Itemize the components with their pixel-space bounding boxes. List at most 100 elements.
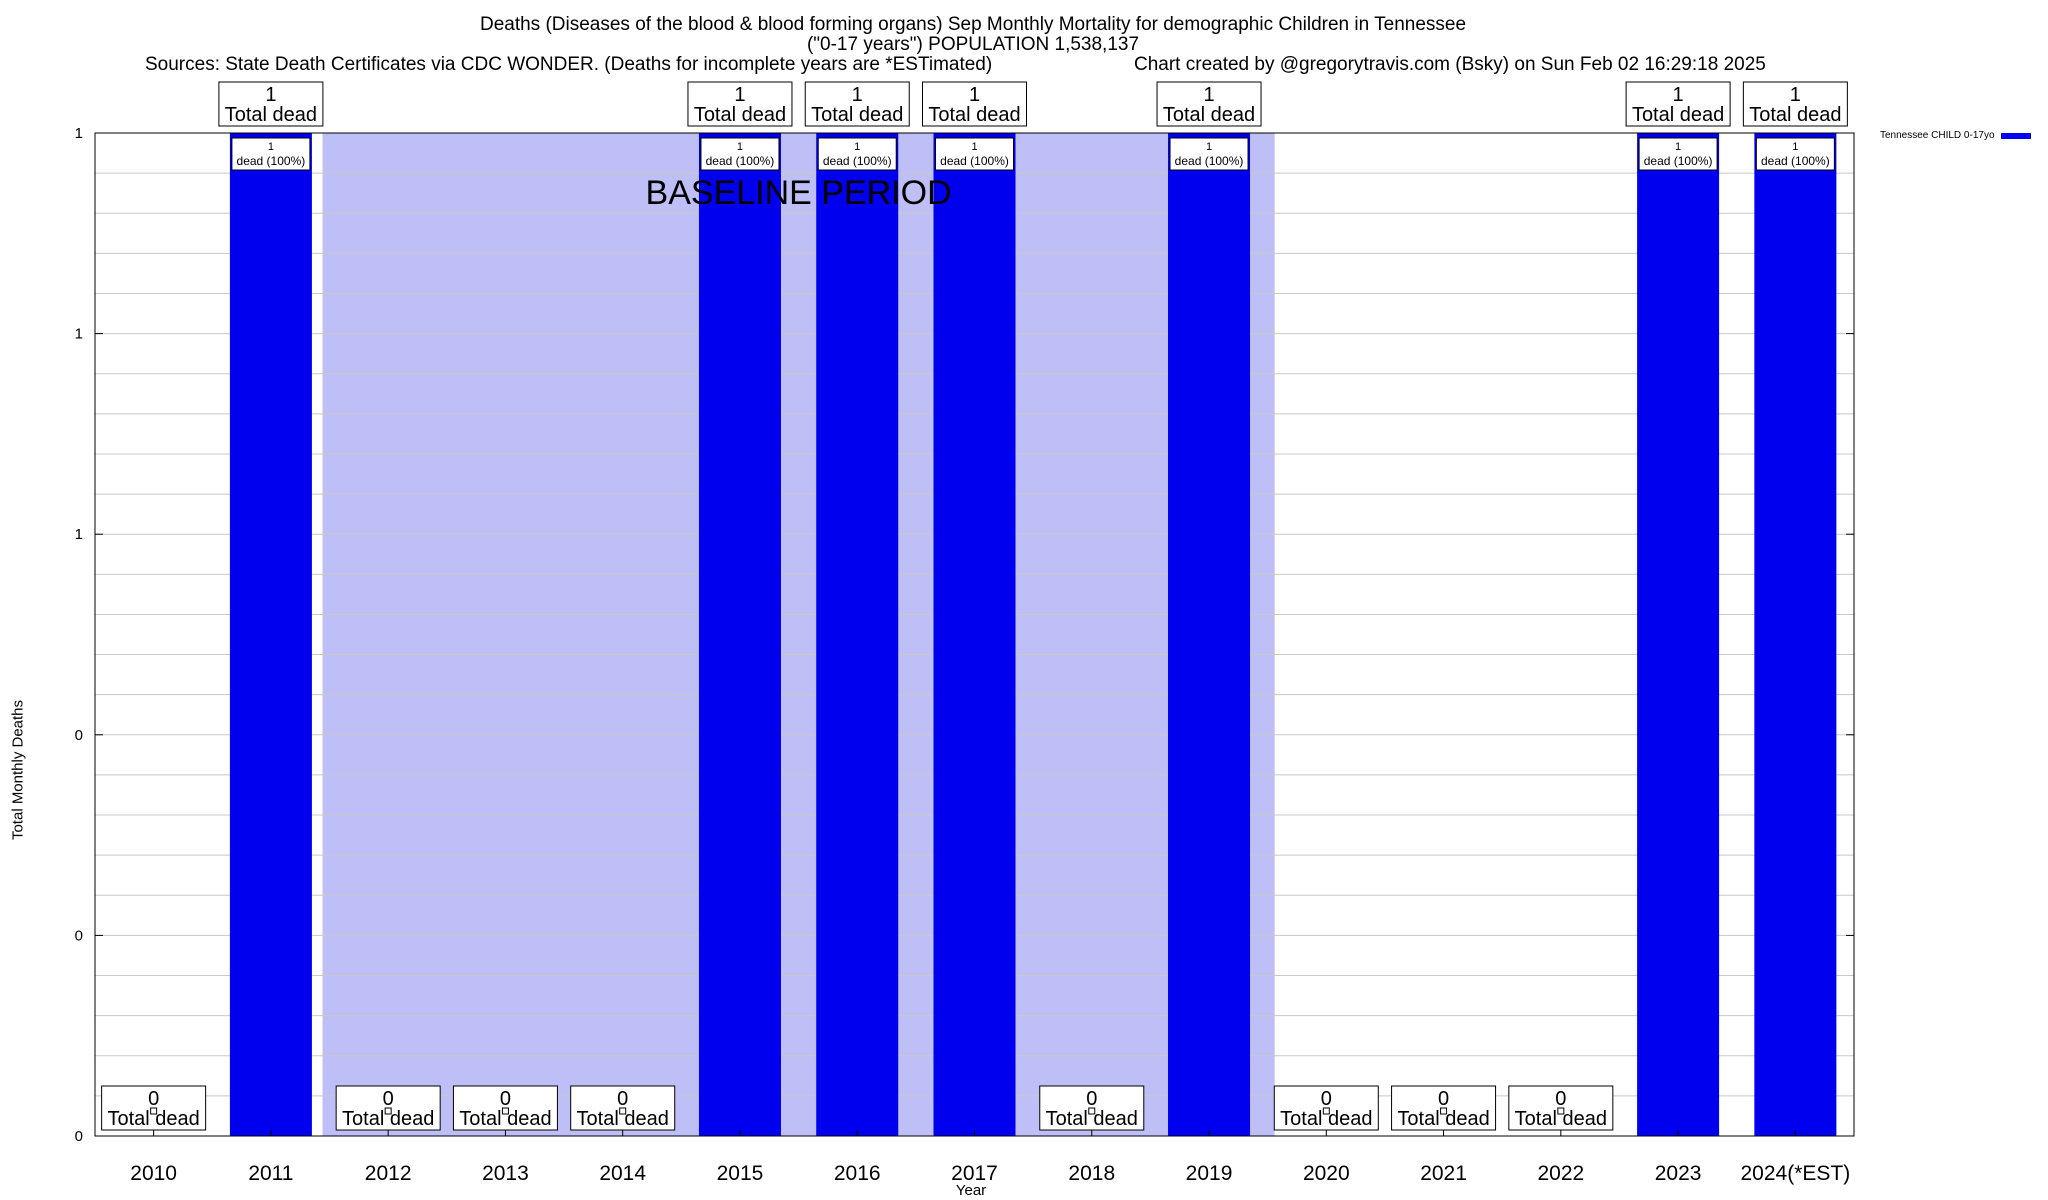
- y-tick-label: 0: [75, 927, 83, 944]
- bar-inner-label-box: [1169, 137, 1249, 171]
- zero-marker: [1088, 1107, 1096, 1115]
- data-label-text: Total dead: [577, 1108, 669, 1130]
- bar-inner-label-box: [1638, 137, 1718, 171]
- bar-inner-label-count: 1: [971, 141, 977, 153]
- data-label-count: 1: [1790, 84, 1801, 106]
- x-tick-label: 2021: [1420, 1162, 1467, 1185]
- x-tick-label: 2012: [365, 1162, 412, 1185]
- data-label-count: 0: [1086, 1088, 1097, 1110]
- data-label-text: Total dead: [694, 104, 786, 126]
- data-label-text: Total dead: [342, 1108, 434, 1130]
- data-label-text: Total dead: [1632, 104, 1724, 126]
- x-tick-label: 2011: [248, 1162, 293, 1185]
- data-label-text: Total dead: [1046, 1108, 1138, 1130]
- bar-inner-label-text: dead (100%): [1761, 154, 1830, 168]
- bar: [698, 133, 781, 1136]
- chart-credit: Chart created by @gregorytravis.com (Bsk…: [1134, 54, 1766, 75]
- bar-inner-label-box: [700, 137, 780, 171]
- data-label-count: 0: [1321, 1088, 1332, 1110]
- zero-marker: [501, 1107, 509, 1115]
- bar-inner-label-text: dead (100%): [1644, 154, 1713, 168]
- data-label-text: Total dead: [1280, 1108, 1372, 1130]
- bar-inner-label-count: 1: [1675, 141, 1681, 153]
- data-label-text: Total dead: [1397, 1108, 1489, 1130]
- bar-inner-label-count: 1: [268, 141, 274, 153]
- x-tick-label: 2018: [1068, 1162, 1115, 1185]
- data-label-box: [804, 81, 910, 127]
- x-tick-label: 2019: [1186, 1162, 1233, 1185]
- y-axis-label: Total Monthly Deaths: [9, 699, 27, 841]
- bar-inner-label-count: 1: [854, 141, 860, 153]
- x-tick-label: 2016: [834, 1162, 881, 1185]
- data-label-text: Total dead: [1749, 104, 1841, 126]
- zero-marker: [384, 1107, 392, 1115]
- bar-inner-label-box: [231, 137, 311, 171]
- x-tick-label: 2014: [599, 1162, 646, 1185]
- x-tick-label: 2024(*EST): [1741, 1162, 1851, 1185]
- bar-inner-label-count: 1: [737, 141, 743, 153]
- x-tick-label: 2013: [482, 1162, 529, 1185]
- bar-inner-label-text: dead (100%): [1175, 154, 1244, 168]
- data-label-text: Total dead: [459, 1108, 551, 1130]
- zero-marker: [619, 1107, 627, 1115]
- legend-swatch: [2000, 132, 2031, 139]
- bar: [1637, 133, 1720, 1136]
- data-label-text: Total dead: [225, 104, 317, 126]
- data-label-count: 0: [383, 1088, 394, 1110]
- data-label-box: [687, 81, 793, 127]
- y-tick-label: 1: [75, 526, 83, 543]
- bar-inner-label-count: 1: [1792, 141, 1798, 153]
- data-label-count: 0: [617, 1088, 628, 1110]
- data-label-count: 0: [500, 1088, 511, 1110]
- bar: [229, 133, 312, 1136]
- bar: [1168, 133, 1251, 1136]
- y-tick-label: 0: [75, 727, 83, 744]
- data-label-count: 0: [1555, 1088, 1566, 1110]
- x-tick-label: 2020: [1303, 1162, 1350, 1185]
- data-label-count: 1: [265, 84, 276, 106]
- chart-subtitle: ("0-17 years") POPULATION 1,538,137: [806, 34, 1140, 55]
- data-label-count: 1: [1673, 84, 1684, 106]
- data-label-box: [218, 81, 324, 127]
- legend-label: Tennessee CHILD 0-17yo: [1880, 130, 1995, 141]
- zero-marker: [1557, 1107, 1565, 1115]
- data-label-text: Total dead: [1163, 104, 1255, 126]
- y-tick-label: 1: [75, 326, 83, 343]
- data-label-count: 1: [1203, 84, 1214, 106]
- zero-marker: [150, 1107, 158, 1115]
- baseline-period-shade: [322, 133, 1275, 1136]
- data-label-box: [922, 81, 1027, 127]
- chart-sources: Sources: State Death Certificates via CD…: [145, 54, 993, 75]
- y-tick-label: 1: [75, 125, 83, 142]
- bar-inner-label-text: dead (100%): [823, 154, 892, 168]
- data-label-count: 0: [148, 1088, 159, 1110]
- x-tick-label: 2015: [717, 1162, 764, 1185]
- data-label-box: [1625, 81, 1731, 127]
- data-label-text: Total dead: [1515, 1108, 1607, 1130]
- bar-inner-label-box: [817, 137, 897, 171]
- bar-inner-label-text: dead (100%): [706, 154, 775, 168]
- bar: [933, 133, 1016, 1136]
- bar-inner-label-box: [1755, 137, 1835, 171]
- bar-inner-label-text: dead (100%): [940, 154, 1009, 168]
- data-label-box: [1742, 81, 1848, 127]
- zero-marker: [1440, 1107, 1448, 1115]
- x-axis-label: Year: [955, 1182, 987, 1199]
- data-label-text: Total dead: [107, 1108, 199, 1130]
- legend: Tennessee CHILD 0-17yo: [1880, 130, 2031, 141]
- chart-title: Deaths (Diseases of the blood & blood fo…: [479, 14, 1467, 35]
- data-label-count: 1: [734, 84, 745, 106]
- bar: [816, 133, 899, 1136]
- bar: [1754, 133, 1837, 1136]
- y-tick-label: 0: [75, 1128, 83, 1145]
- data-label-box: [101, 1085, 207, 1131]
- data-label-text: Total dead: [928, 104, 1020, 126]
- data-label-count: 1: [969, 84, 980, 106]
- x-tick-label: 2022: [1537, 1162, 1584, 1185]
- bar-inner-label-count: 1: [1206, 141, 1212, 153]
- data-label-count: 1: [852, 84, 863, 106]
- baseline-period-label: BASELINE PERIOD: [646, 174, 952, 212]
- data-label-box: [1156, 81, 1262, 127]
- zero-marker: [1322, 1107, 1330, 1115]
